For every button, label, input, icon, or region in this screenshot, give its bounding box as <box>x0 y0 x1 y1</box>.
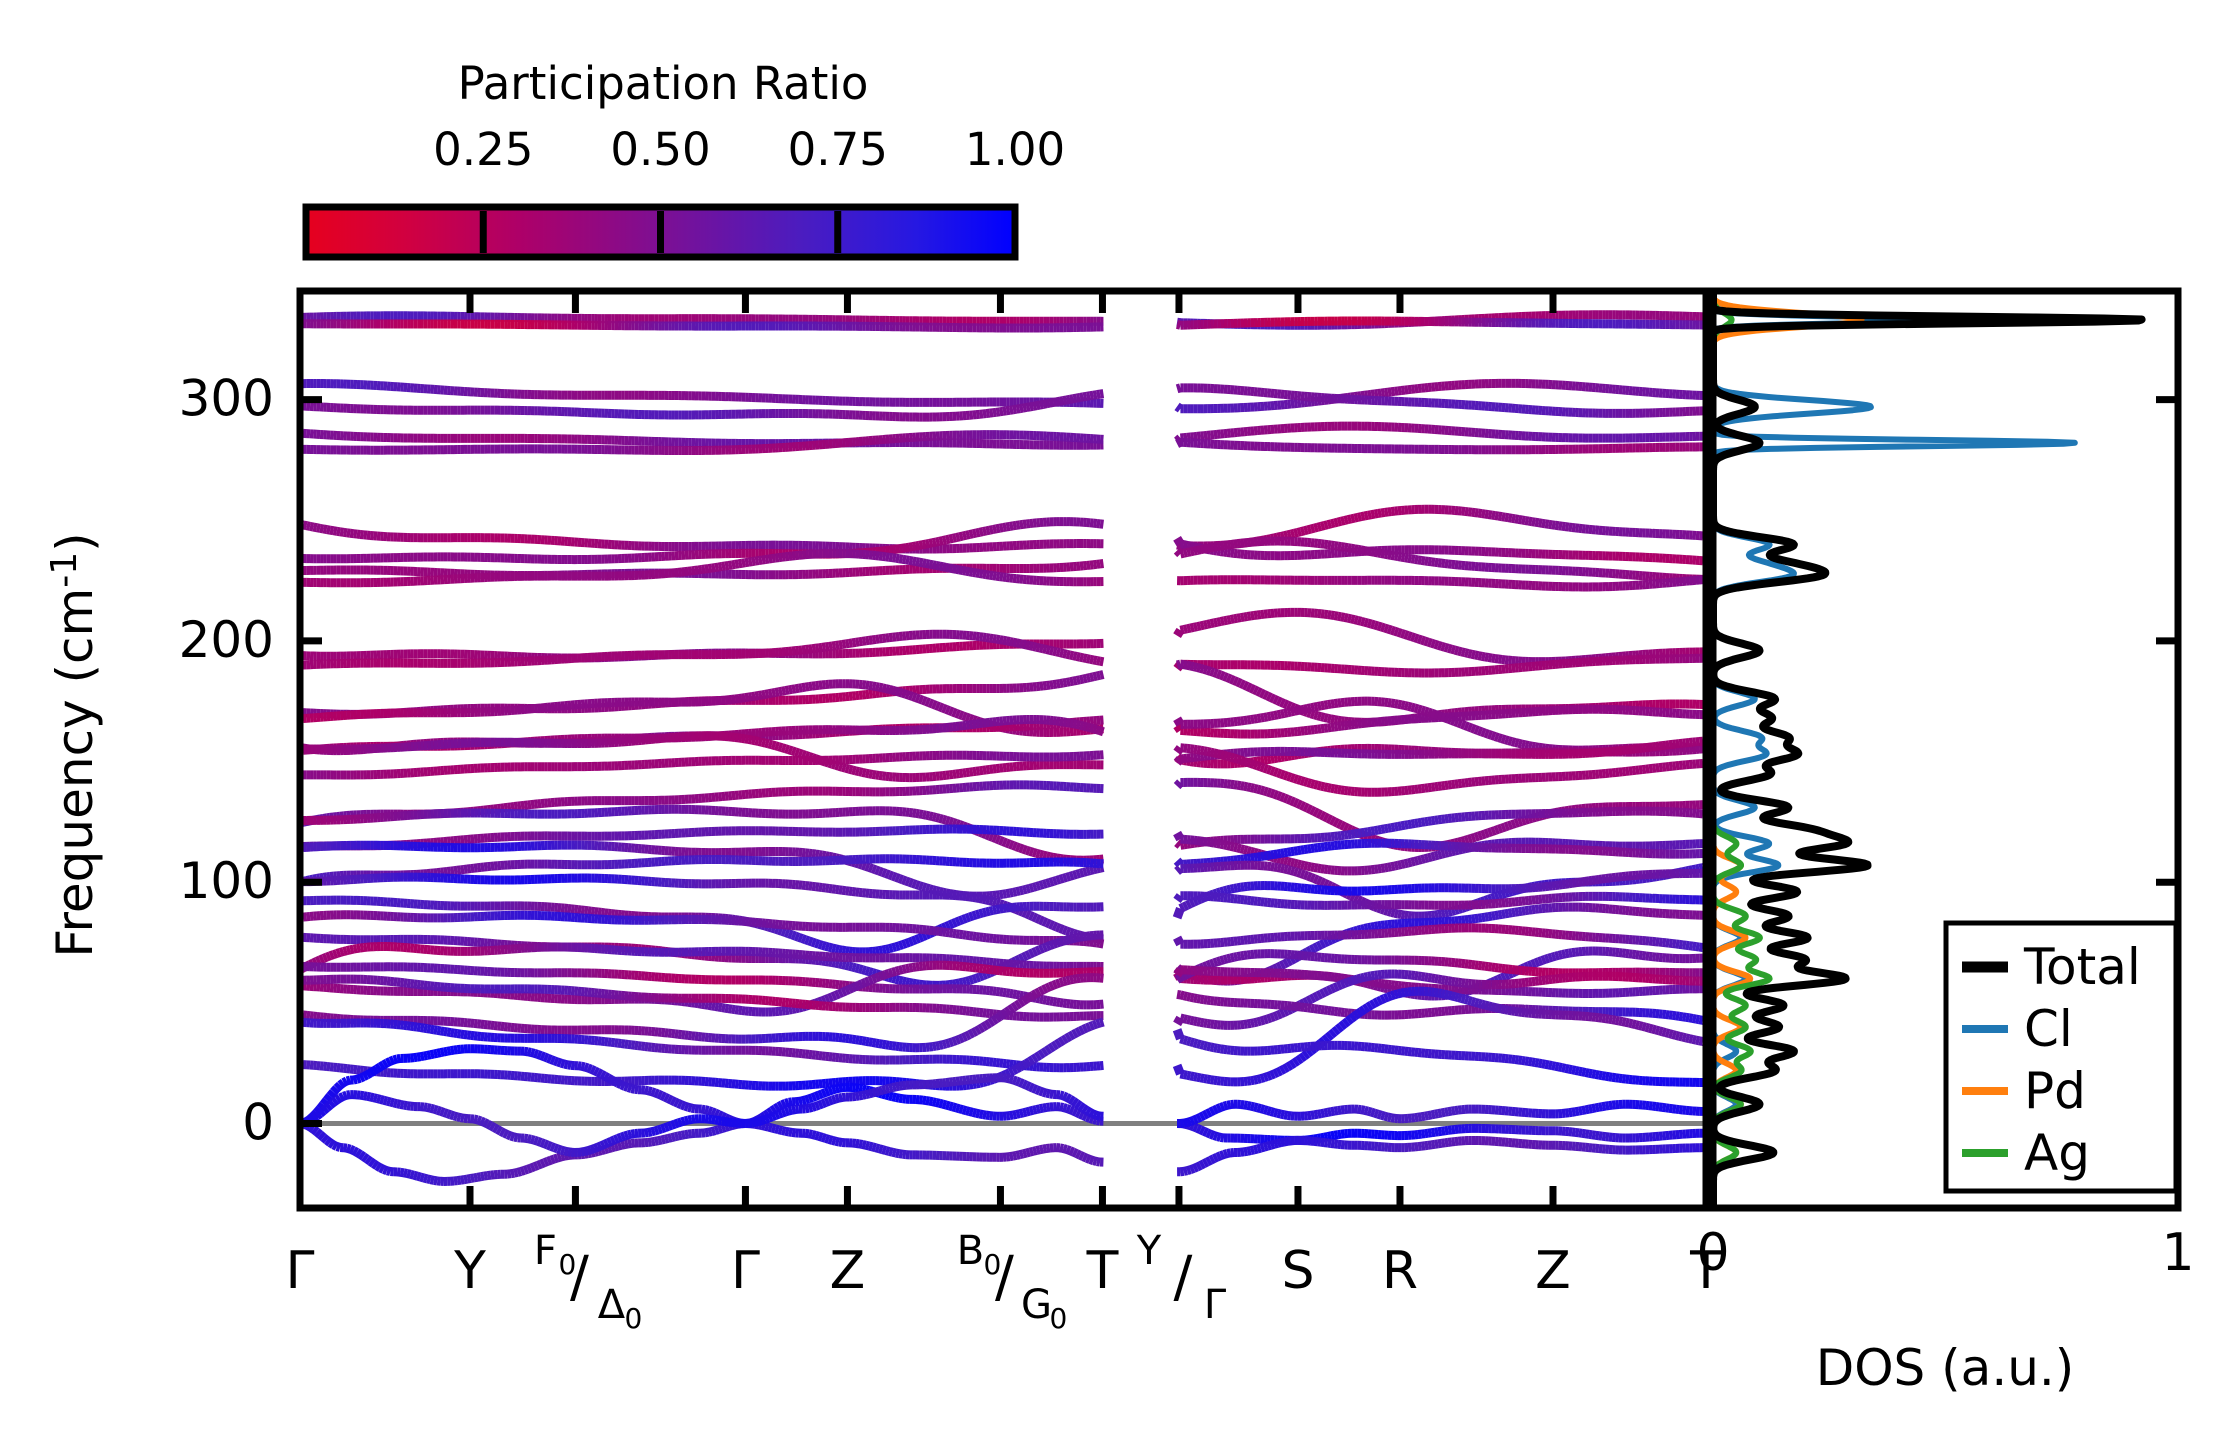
legend-label-cl: Cl <box>2024 1000 2073 1058</box>
colorbar-tick-0: 0.25 <box>433 123 533 176</box>
colorbar-tick-1: 0.50 <box>610 123 710 176</box>
dos-x-tick-label-1: 1 <box>2161 1223 2194 1283</box>
x-label-slash-2: / <box>570 1245 589 1310</box>
band-16 <box>300 731 1706 783</box>
x-tick-label-2: F 0/Δ 0 <box>534 1228 642 1335</box>
colorbar-tick-2: 0.75 <box>788 123 888 176</box>
y-tick-label-0: 0 <box>242 1094 274 1152</box>
x-label-denominator-7: Γ <box>1204 1282 1227 1328</box>
band-23 <box>300 868 1706 944</box>
legend-label-ag: Ag <box>2024 1124 2090 1182</box>
x-tick-label-11: T <box>1689 1241 1722 1301</box>
band-30 <box>300 969 1706 1030</box>
band-9 <box>300 548 1706 592</box>
colorbar-tick-3: 1.00 <box>965 123 1065 176</box>
dos-x-ticks <box>1709 291 2182 1208</box>
x-label-numerator-5: B <box>957 1228 984 1274</box>
dos-axis-label: DOS (a.u.) <box>1816 1339 2075 1397</box>
x-label-num-sub-2: 0 <box>559 1248 577 1281</box>
x-label-num-sub-5: 0 <box>984 1248 1002 1281</box>
x-label-denominator-5: G <box>1021 1282 1052 1328</box>
y-tick-label-300: 300 <box>179 370 274 428</box>
legend-label-pd: Pd <box>2024 1062 2086 1120</box>
x-tick-label-6: T <box>1086 1241 1119 1301</box>
phonon-bands <box>300 310 1706 1186</box>
x-label-numerator-7: Y <box>1136 1228 1162 1274</box>
x-tick-label-8: S <box>1281 1241 1314 1301</box>
x-tick-label-7: Y / Γ <box>1136 1228 1227 1328</box>
x-tick-label-0: Γ <box>286 1241 315 1301</box>
acoustic-band-2 <box>300 1073 1706 1157</box>
x-axis-tick-labels: Γ Y F 0/Δ 0Γ Z B 0/G0T Y / ΓS R Z T <box>286 1228 1723 1335</box>
band-31 <box>300 973 1706 1053</box>
colorbar-tick-labels: 0.25 0.50 0.75 1.00 <box>433 123 1065 176</box>
legend-item-ag[interactable]: Ag <box>1962 1124 2090 1182</box>
dos-curve-total <box>1713 291 2146 1208</box>
x-label-slash-5: / <box>995 1245 1014 1310</box>
colorbar-label: Participation Ratio <box>458 57 869 110</box>
x-tick-label-10: Z <box>1535 1241 1571 1301</box>
band-17 <box>300 743 1706 797</box>
y-axis-label-group: Frequency (cm-1) <box>44 532 104 957</box>
dos-curve-cl <box>1713 291 2078 1208</box>
colorbar-group: Participation Ratio 0.25 0.50 0.75 1.00 <box>302 57 1065 261</box>
x-label-denominator-2: Δ <box>598 1282 626 1328</box>
x-label-den-sub-2: 0 <box>625 1302 643 1335</box>
dos-x-tick-label-0: 0 <box>1696 1223 1729 1283</box>
band-24 <box>300 891 1706 957</box>
x-label-slash-7: / <box>1174 1245 1193 1310</box>
y-tick-label-200: 200 <box>179 611 274 669</box>
band-3 <box>300 383 1706 422</box>
legend-item-total[interactable]: Total <box>1962 938 2141 996</box>
y-axis-ticks: 0 100 200 300 <box>179 370 322 1152</box>
colorbar-tick-marks <box>479 211 842 253</box>
x-tick-label-3: Γ <box>731 1241 760 1301</box>
x-tick-label-1: Y <box>453 1241 486 1301</box>
x-label-den-sub-5: 0 <box>1050 1302 1068 1335</box>
colorbar-frame <box>302 203 1019 261</box>
legend-item-pd[interactable]: Pd <box>1962 1062 2086 1120</box>
x-tick-label-4: Z <box>830 1241 866 1301</box>
x-tick-label-5: B 0/G0 <box>957 1228 1068 1335</box>
dos-curve-ag <box>1713 291 1773 1208</box>
band-5 <box>300 430 1706 456</box>
band-1 <box>300 316 1706 333</box>
x-tick-label-9: R <box>1382 1241 1418 1301</box>
legend-item-cl[interactable]: Cl <box>1962 1000 2073 1058</box>
band-32 <box>300 986 1706 1087</box>
legend-label-total: Total <box>2023 938 2141 996</box>
x-axis-ticks <box>466 291 1557 1208</box>
y-tick-label-100: 100 <box>179 852 274 910</box>
x-label-numerator-2: F <box>534 1228 557 1274</box>
band-11 <box>300 629 1706 678</box>
dos-panel-frame <box>1709 287 2182 1212</box>
band-29 <box>300 960 1706 1017</box>
legend-box <box>1943 920 2179 1194</box>
y-axis-label: Frequency (cm-1) <box>44 532 104 957</box>
